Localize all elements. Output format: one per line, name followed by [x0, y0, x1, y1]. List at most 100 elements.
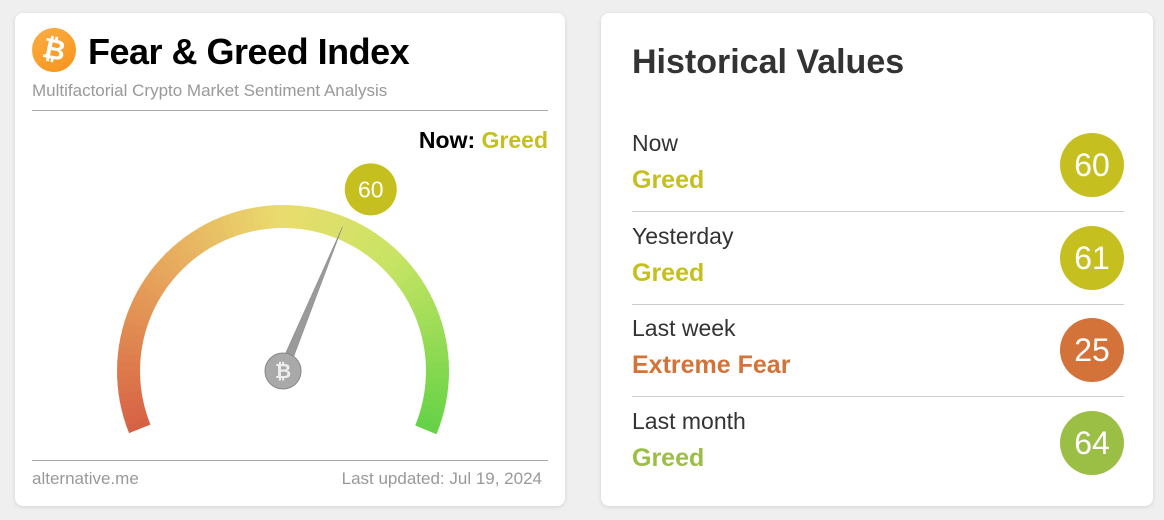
history-row: Yesterday Greed 61: [632, 213, 1124, 305]
period-label: Now: [632, 130, 679, 156]
divider: [32, 110, 548, 111]
gauge-segment: [317, 209, 333, 235]
gauge-segment: [419, 321, 445, 337]
gauge-segment: [303, 206, 317, 231]
historical-title: Historical Values: [632, 43, 905, 81]
period-label: Last week: [632, 315, 736, 341]
gauge-segment: [124, 313, 149, 329]
page-title: Fear & Greed Index: [88, 31, 410, 72]
gauge-needle: [278, 226, 343, 374]
classification: Extreme Fear: [632, 351, 791, 379]
gauge-segment: [383, 253, 407, 276]
gauge-segment: [401, 278, 426, 298]
gauge-segment: [205, 220, 224, 245]
gauge-segment: [423, 390, 448, 404]
gauge-segment: [133, 291, 158, 310]
gauge-segment: [117, 360, 141, 371]
period-label: Yesterday: [632, 222, 734, 249]
subtitle: Multifactorial Crypto Market Sentiment A…: [32, 81, 388, 100]
gauge-segment: [367, 237, 389, 261]
gauge-segment: [235, 209, 250, 235]
gauge-segment: [121, 403, 146, 418]
value-bubble: [344, 163, 397, 216]
now-class: Greed: [481, 127, 548, 153]
gauge-segment: [373, 242, 395, 266]
gauge-segment: [125, 417, 151, 434]
divider: [32, 460, 548, 461]
gauge-segment: [166, 246, 189, 270]
needle-hub: [264, 352, 302, 390]
gauge-segment: [122, 320, 147, 336]
gauge-segment: [425, 369, 449, 380]
gauge-arc: [117, 205, 449, 435]
history-row: Last week Extreme Fear 25: [632, 305, 1124, 397]
gauge-segment: [129, 298, 155, 316]
divider: [632, 211, 1124, 212]
gauge-segment: [198, 223, 217, 249]
gauge-segment: [378, 247, 401, 271]
gauge-segment: [212, 217, 230, 242]
gauge-segment: [343, 220, 362, 246]
gauge-segment: [283, 205, 293, 229]
gauge-segment: [274, 205, 285, 229]
gauge-segment: [350, 224, 369, 249]
bitcoin-icon: ₿: [27, 23, 81, 77]
gauge-segment: [393, 265, 417, 287]
gauge-segment: [421, 397, 447, 412]
gauge-segment: [417, 314, 442, 330]
gauge-segment: [337, 217, 355, 243]
divider: [632, 396, 1124, 397]
gauge-segment: [191, 227, 211, 252]
value-text: 60: [358, 176, 384, 202]
gauge-segment: [127, 305, 152, 323]
gauge-segment: [405, 285, 430, 304]
gauge-segment: [419, 404, 445, 419]
now-label: Now:: [418, 127, 476, 153]
gauge-segment: [397, 271, 422, 292]
gauge-segment: [150, 264, 174, 286]
gauge-segment: [117, 368, 141, 378]
gauge-segment: [178, 236, 199, 261]
bitcoin-icon: ₿: [275, 359, 291, 383]
gauge-segment: [266, 205, 278, 229]
classification: Greed: [632, 258, 705, 287]
classification: Greed: [632, 166, 705, 194]
gauge-segment: [310, 208, 325, 233]
fear-greed-card: ₿ Fear & Greed Index Multifactorial Cryp…: [15, 13, 565, 506]
gauge-segment: [388, 259, 412, 281]
gauge-segment: [136, 284, 162, 303]
gauge-segment: [117, 375, 141, 387]
gauge-segment: [141, 277, 166, 297]
gauge-segment: [324, 212, 340, 237]
gauge-segment: [160, 252, 183, 275]
gauge: ₿ 60: [117, 163, 449, 435]
period-label: Last month: [632, 407, 746, 434]
source-link[interactable]: alternative.me: [32, 469, 139, 488]
gauge-segment: [415, 418, 440, 435]
gauge-segment: [330, 214, 348, 240]
gauge-segment: [118, 336, 144, 350]
gauge-segment: [414, 306, 440, 324]
classification: Greed: [632, 443, 705, 472]
gauge-segment: [356, 228, 376, 253]
gauge-segment: [155, 258, 179, 280]
gauge-segment: [219, 214, 236, 239]
now-status: Now: Greed: [419, 127, 548, 154]
gauge-segment: [408, 292, 434, 311]
gauge-segment: [227, 211, 243, 237]
gauge-segment: [184, 232, 205, 256]
gauge-segment: [362, 232, 383, 257]
value-badge: 61: [1060, 225, 1124, 290]
value-badge: 64: [1060, 410, 1124, 475]
history-row: Now Greed 60: [632, 120, 1124, 212]
gauge-segment: [145, 270, 170, 292]
gauge-segment: [123, 410, 148, 426]
gauge-segment: [258, 205, 271, 230]
value-badge: 60: [1060, 133, 1124, 197]
gauge-segment: [411, 299, 437, 317]
gauge-segment: [424, 345, 449, 358]
gauge-segment: [117, 382, 142, 395]
gauge-segment: [171, 241, 194, 265]
divider: [632, 303, 1124, 305]
value-badge: 25: [1060, 318, 1124, 382]
